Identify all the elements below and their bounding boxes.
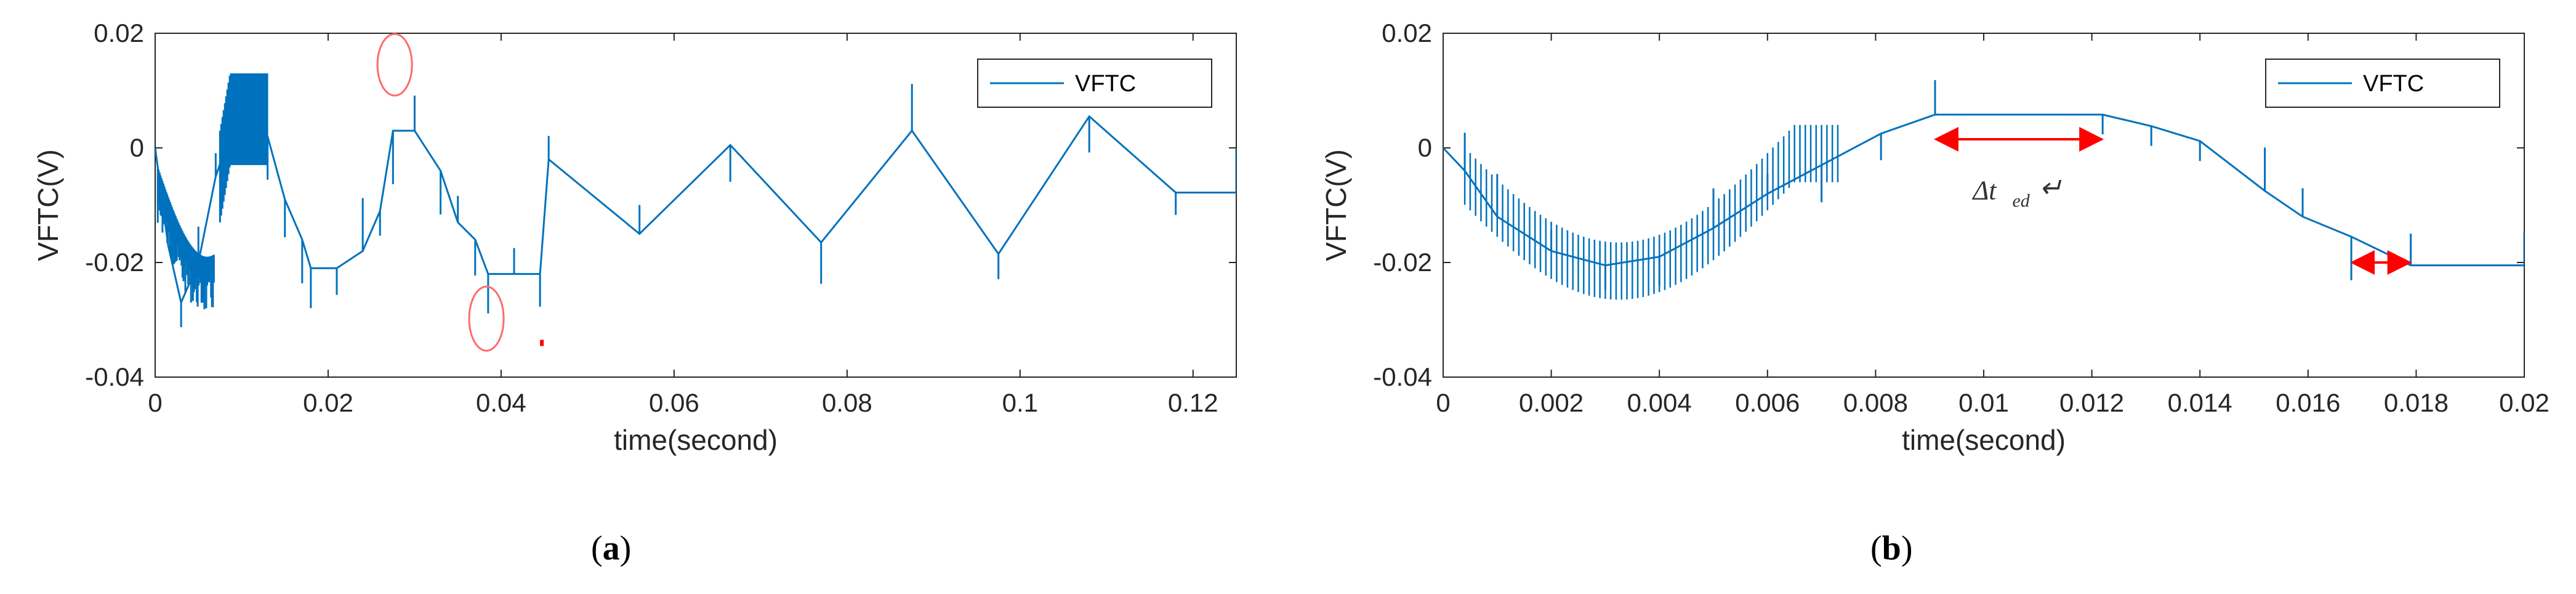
y-axis-title: VFTC(V) bbox=[32, 149, 64, 261]
panel-label-a: (a) bbox=[591, 529, 632, 568]
x-tick-label: 0.016 bbox=[2276, 388, 2340, 417]
y-axis-title: VFTC(V) bbox=[1320, 149, 1352, 261]
y-tick-label: -0.02 bbox=[1373, 248, 1432, 277]
x-axis-title: time(second) bbox=[1902, 424, 2066, 456]
series-vftc bbox=[1443, 80, 2524, 300]
highlight-ellipse bbox=[468, 285, 505, 352]
x-tick-label: 0.04 bbox=[476, 388, 526, 417]
legend-label: VFTC bbox=[2363, 71, 2424, 97]
chart-a-svg: 0 0.02 0.04 0.06 0.08 0.1 0.12 -0.04 -0.02 0 0.02 t… bbox=[32, 18, 1237, 456]
y-tick-label: 0.02 bbox=[94, 18, 144, 47]
delta-t-ed-subscript: ed bbox=[2012, 191, 2030, 211]
y-tick-label: 0 bbox=[1418, 133, 1432, 162]
x-tick-label: 0.014 bbox=[2168, 388, 2232, 417]
legend-label: VFTC bbox=[1075, 71, 1136, 97]
panel-label-b: (b) bbox=[1870, 529, 1913, 568]
x-tick-label: 0.02 bbox=[303, 388, 353, 417]
return-glyph: ↵ bbox=[2039, 173, 2062, 203]
x-tick-label: 0.12 bbox=[1168, 388, 1218, 417]
chart-panel-b: 0 0.002 0.004 0.006 0.008 0.01 0.012 0.014 0.016… bbox=[1288, 0, 2576, 594]
x-tick-label: 0.02 bbox=[2499, 388, 2550, 417]
y-tick-label: -0.04 bbox=[1373, 362, 1432, 391]
x-axis-title: time(second) bbox=[614, 424, 778, 456]
x-tick-label: 0.008 bbox=[1843, 388, 1908, 417]
x-tick-label: 0.002 bbox=[1519, 388, 1584, 417]
chart-panel-a: 0 0.02 0.04 0.06 0.08 0.1 0.12 -0.04 -0.02 0 0.02 t… bbox=[32, 18, 1237, 568]
x-tick-label: 0.08 bbox=[822, 388, 872, 417]
y-tick-label: 0.02 bbox=[1382, 18, 1432, 47]
x-tick-label: 0.012 bbox=[2059, 388, 2124, 417]
y-tick-label: 0 bbox=[130, 133, 144, 162]
delta-t-ed-label: Δt bbox=[1971, 176, 1997, 206]
x-tick-label: 0 bbox=[1436, 388, 1450, 417]
x-tick-label: 0 bbox=[148, 388, 162, 417]
chart-b-svg: 0 0.002 0.004 0.006 0.008 0.01 0.012 0.014 0.016… bbox=[1320, 18, 2550, 456]
panel-label-a-letter: a bbox=[602, 529, 620, 568]
series-vftc bbox=[155, 73, 1236, 328]
red-marker bbox=[540, 340, 544, 346]
highlight-ellipse bbox=[376, 33, 413, 97]
panel-label-b-letter: b bbox=[1882, 529, 1901, 568]
x-tick-label: 0.018 bbox=[2384, 388, 2449, 417]
x-tick-label: 0.004 bbox=[1627, 388, 1692, 417]
x-tick-label: 0.06 bbox=[649, 388, 699, 417]
x-tick-label: 0.006 bbox=[1735, 388, 1800, 417]
y-tick-label: -0.04 bbox=[85, 362, 144, 391]
y-tick-label: -0.02 bbox=[85, 248, 144, 277]
x-tick-label: 0.01 bbox=[1958, 388, 2009, 417]
x-tick-label: 0.1 bbox=[1002, 388, 1038, 417]
